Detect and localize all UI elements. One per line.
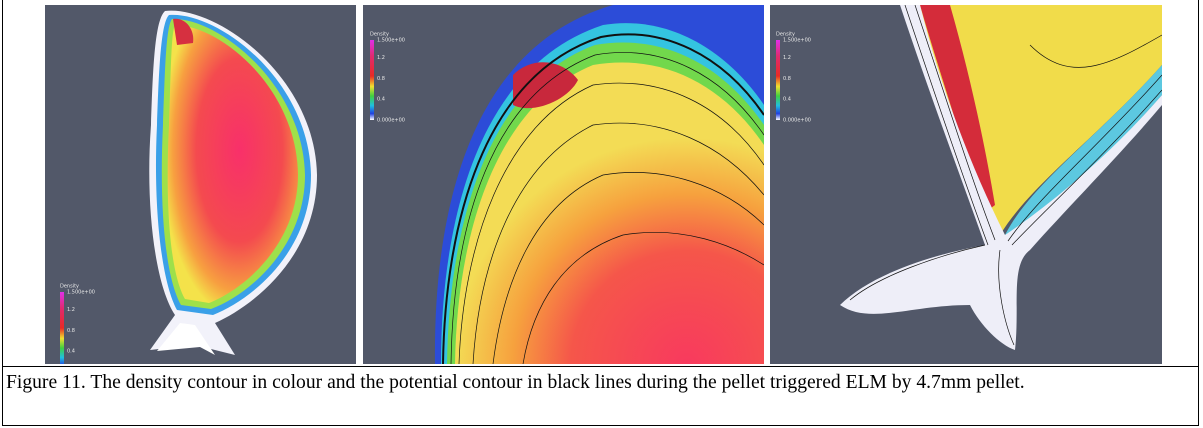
- colorbar-label: 0.4: [67, 349, 75, 355]
- colorbar-label: 0.8: [377, 76, 385, 82]
- colorbar-label: 0.8: [67, 328, 75, 334]
- colorbar-label: 1.500e+00: [67, 290, 95, 296]
- colorbar-label: 1.2: [377, 55, 385, 61]
- colorbar: [370, 40, 374, 120]
- colorbar: [776, 40, 780, 120]
- colorbar-label: 0.4: [377, 97, 385, 103]
- page: Density1.500e+001.20.80.40.000e+00 Densi…: [0, 0, 1203, 428]
- colorbar-label: 1.500e+00: [783, 38, 811, 44]
- separator: [2, 366, 1199, 367]
- colorbar-label: 0.000e+00: [783, 118, 811, 124]
- colorbar: [60, 292, 64, 364]
- colorbar-label: 0.000e+00: [377, 118, 405, 124]
- caption: Figure 11. The density contour in colour…: [6, 370, 1196, 395]
- colorbar-label: 1.500e+00: [377, 38, 405, 44]
- colorbar-label: 0.8: [783, 76, 791, 82]
- colorbar-label: 1.2: [67, 307, 75, 313]
- colorbar-label: 1.2: [783, 55, 791, 61]
- colorbar-label: 0.4: [783, 97, 791, 103]
